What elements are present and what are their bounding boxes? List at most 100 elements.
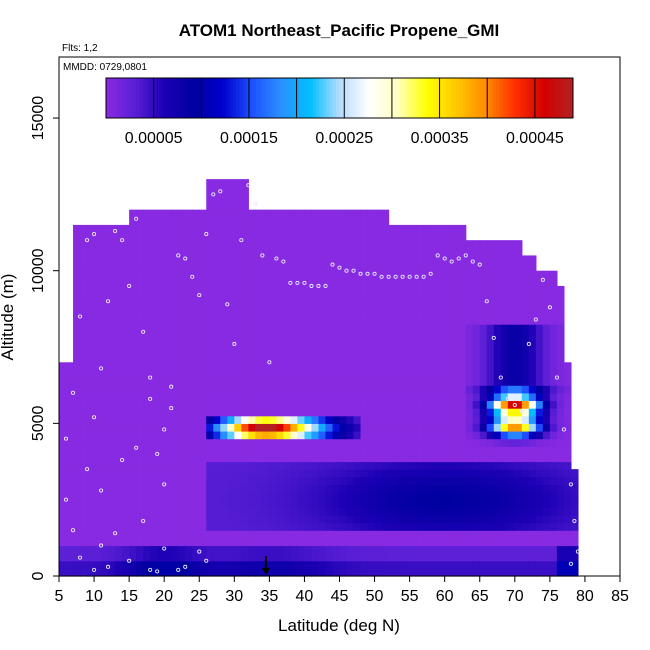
heatmap-cell-610 <box>150 247 158 257</box>
colorbar-segment-66 <box>326 78 330 118</box>
heatmap-cell-1088 <box>220 324 228 333</box>
heatmap-cell-86 <box>73 339 81 348</box>
heatmap-cell-875 <box>192 423 200 432</box>
heatmap-cell-2874 <box>486 476 495 486</box>
heatmap-cell-625 <box>157 499 165 508</box>
heatmap-cell-611 <box>150 240 158 249</box>
heatmap-cell-1274 <box>248 492 256 501</box>
heatmap-cell-691 <box>164 362 172 371</box>
heatmap-cell-2911 <box>493 530 502 539</box>
heatmap-cell-1961 <box>346 377 355 386</box>
heatmap-cell-1683 <box>304 301 313 310</box>
heatmap-cell-2565 <box>437 423 446 432</box>
heatmap-cell-1180 <box>234 415 242 424</box>
heatmap-cell-3213 <box>542 514 551 524</box>
heatmap-cell-1668 <box>304 415 313 424</box>
heatmap-cell-2941 <box>493 301 502 310</box>
heatmap-cell-2164 <box>374 293 383 302</box>
heatmap-cell-3303 <box>556 438 565 447</box>
heatmap-cell-2343 <box>402 362 411 371</box>
heatmap-cell-953 <box>206 560 214 569</box>
heatmap-cell-1941 <box>346 530 355 539</box>
heatmap-cell-2028 <box>353 232 362 241</box>
heatmap-cell-3023 <box>507 347 516 356</box>
heatmap-cell-542 <box>143 400 151 409</box>
heatmap-cell-2964 <box>500 461 509 470</box>
heatmap-cell-1847 <box>332 514 341 524</box>
heatmap-cell-521 <box>143 560 151 569</box>
heatmap-cell-1202 <box>234 247 242 257</box>
heatmap-cell-1978 <box>346 247 355 257</box>
heatmap-cell-18 <box>59 430 67 440</box>
heatmap-cell-1719 <box>311 392 320 402</box>
heatmap-cell-1378 <box>262 430 270 440</box>
heatmap-cell-2214 <box>381 278 390 287</box>
heatmap-cell-2326 <box>402 492 411 501</box>
heatmap-cell-519 <box>136 209 144 218</box>
heatmap-cell-2069 <box>360 285 369 295</box>
heatmap-cell-2223 <box>381 209 390 218</box>
heatmap-cell-472 <box>136 568 144 577</box>
heatmap-cell-1176 <box>234 446 242 455</box>
heatmap-cell-459 <box>129 301 137 310</box>
track-point-67 <box>533 317 538 322</box>
heatmap-cell-1656 <box>304 507 313 516</box>
heatmap-cell-2248 <box>388 385 397 394</box>
heatmap-cell-1026 <box>213 400 221 409</box>
colorbar-segment-22 <box>179 78 184 118</box>
heatmap-cell-1867 <box>332 362 341 371</box>
heatmap-cell-2145 <box>374 438 383 447</box>
heatmap-cell-77 <box>73 408 81 417</box>
heatmap-cell-489 <box>136 438 144 447</box>
heatmap-cell-452 <box>129 354 137 363</box>
heatmap-cell-3180 <box>535 461 544 470</box>
heatmap-cell-2615 <box>444 392 453 402</box>
heatmap-cell-1423 <box>269 453 277 463</box>
heatmap-cell-2581 <box>437 301 446 310</box>
heatmap-cell-2392 <box>409 339 418 348</box>
track-point-73 <box>572 519 577 524</box>
heatmap-cell-2177 <box>381 560 390 569</box>
heatmap-cell-465 <box>129 255 137 264</box>
heatmap-cell-1480 <box>276 385 284 394</box>
track-point-75 <box>568 561 573 566</box>
heatmap-cell-587 <box>150 423 158 432</box>
heatmap-cell-221 <box>94 362 102 371</box>
heatmap-cell-293 <box>108 514 116 524</box>
heatmap-cell-1108 <box>227 568 235 577</box>
heatmap-cell-3081 <box>514 240 523 249</box>
heatmap-cell-505 <box>136 316 144 325</box>
heatmap-cell-2556 <box>437 492 446 501</box>
heatmap-cell-1072 <box>220 446 228 455</box>
heatmap-cell-1943 <box>346 514 355 524</box>
heatmap-cell-1262 <box>241 186 249 195</box>
heatmap-cell-984 <box>206 324 214 333</box>
heatmap-cell-1972 <box>346 293 355 302</box>
heatmap-cell-795 <box>178 301 186 310</box>
heatmap-cell-252 <box>101 476 109 486</box>
heatmap-cell-331 <box>108 224 116 234</box>
heatmap-cell-2415 <box>416 514 425 524</box>
heatmap-cell-2715 <box>458 331 467 340</box>
heatmap-cell-2442 <box>416 308 425 318</box>
heatmap-cell-600 <box>150 324 158 333</box>
heatmap-cell-683 <box>164 423 172 432</box>
heatmap-cell-359 <box>115 362 123 371</box>
heatmap-cell-832 <box>185 385 193 394</box>
heatmap-cell-1980 <box>346 232 355 241</box>
heatmap-cell-354 <box>115 400 123 409</box>
heatmap-cell-1536 <box>283 324 292 333</box>
heatmap-cell-3170 <box>535 537 544 547</box>
heatmap-cell-2306 <box>395 293 404 302</box>
heatmap-cell-1396 <box>262 293 270 302</box>
heatmap-cell-896 <box>192 263 200 272</box>
colorbar-segment-134 <box>552 78 557 118</box>
heatmap-cell-1218 <box>241 522 249 531</box>
heatmap-cell-1367 <box>262 514 270 524</box>
heatmap-cell-1150 <box>227 247 235 257</box>
heatmap-cell-931 <box>199 362 207 371</box>
heatmap-cell-1856 <box>332 446 341 455</box>
heatmap-cell-94 <box>73 278 81 287</box>
heatmap-cell-1310 <box>248 217 256 226</box>
heatmap-cell-1027 <box>213 392 221 402</box>
